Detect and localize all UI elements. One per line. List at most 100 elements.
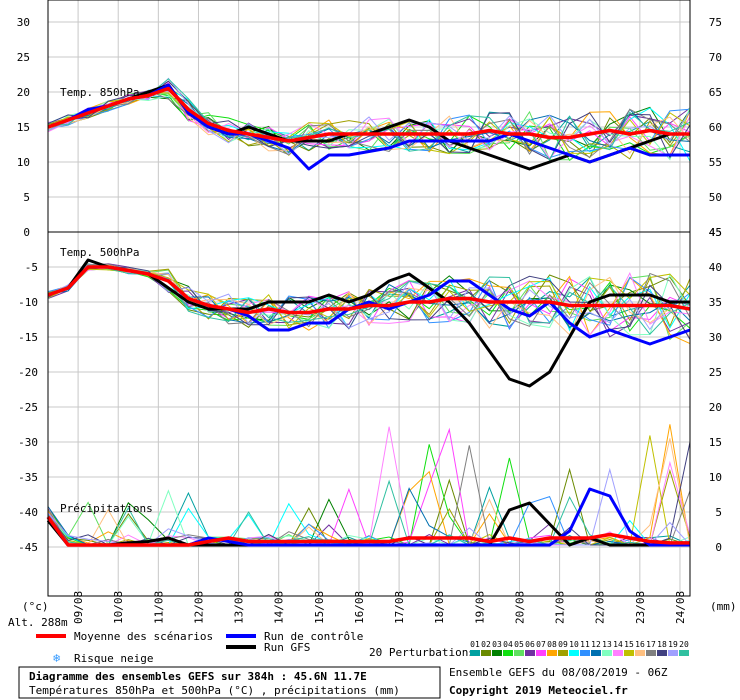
precip-right-tick: 5 [715,506,722,519]
perturbation-number-05: 05 [514,640,524,649]
perturbation-swatch-11 [580,650,590,656]
perturbation-number-16: 16 [635,640,645,649]
t500-panel-label: Temp. 500hPa [60,246,139,259]
precip-right-tick: 35 [709,296,722,309]
perturbation-swatch-19 [668,650,678,656]
t850-right-tick: 75 [709,16,722,29]
snow-icon: ❄ [53,651,60,665]
date-tick-label: 15/08 [313,591,326,624]
date-tick-label: 16/08 [353,591,366,624]
t500-left-tick: -20 [18,366,38,379]
perturbation-swatch-03 [492,650,502,656]
t850-left-tick: 10 [17,156,30,169]
perturbation-number-15: 15 [624,640,634,649]
perturbation-swatch-13 [602,650,612,656]
t500-left-tick: -5 [25,261,38,274]
perturbation-number-10: 10 [569,640,579,649]
legend-gfs-label: Run GFS [264,641,310,654]
t850-right-tick: 60 [709,121,722,134]
precip-right-tick: 0 [715,541,722,554]
legend-snow-label: Risque neige [74,652,153,665]
t850-right-tick: 45 [709,226,722,239]
footer-subtitle: Températures 850hPa et 500hPa (°C) , pré… [29,684,400,697]
precip-right-tick: 25 [709,366,722,379]
t850-right-tick: 50 [709,191,722,204]
date-tick-label: 22/08 [594,591,607,624]
perturbation-number-17: 17 [646,640,656,649]
perturbation-13-t850-line [47,95,691,161]
altitude-label: Alt. 288m [8,616,68,629]
precip-right-tick: 40 [709,261,722,274]
main-series-lines [46,83,691,547]
t850-left-tick: 25 [17,51,30,64]
perturbation-swatch-14 [613,650,623,656]
perturbation-number-07: 07 [536,640,546,649]
t500-left-tick: -30 [18,436,38,449]
perturbation-number-02: 02 [481,640,491,649]
date-tick-label: 10/08 [112,591,125,624]
perturbation-number-04: 04 [503,640,513,649]
perturbation-number-03: 03 [492,640,502,649]
perturbation-swatch-01 [470,650,480,656]
date-tick-label: 23/08 [634,591,647,624]
footer-copyright: Copyright 2019 Meteociel.fr [449,684,628,697]
t850-left-tick: 20 [17,86,30,99]
date-tick-label: 09/08 [72,591,85,624]
date-tick-label: 18/08 [433,591,446,624]
perturbation-swatch-05 [514,650,524,656]
date-tick-label: 17/08 [393,591,406,624]
t850-left-tick: 0 [23,226,30,239]
perturbation-swatch-10 [569,650,579,656]
perturbation-swatch-20 [679,650,689,656]
date-tick-label: 20/08 [513,591,526,624]
plot-frames [47,0,691,597]
date-tick-label: 21/08 [554,591,567,624]
perturbation-number-11: 11 [580,640,590,649]
perturbation-swatch-18 [657,650,667,656]
perturbation-swatch-16 [635,650,645,656]
perturbation-swatch-12 [591,650,601,656]
legend-control-label: Run de contrôle [264,630,363,643]
t500-left-tick: -45 [18,541,38,554]
legend-perturbations-label: 20 Perturbations [369,646,475,659]
footer-title-box [18,666,441,699]
t500-precip-frame [47,231,691,597]
t850-left-tick: 30 [17,16,30,29]
perturbation-swatch-07 [536,650,546,656]
date-tick-label: 19/08 [473,591,486,624]
precip-right-tick: 30 [709,331,722,344]
date-tick-label: 11/08 [152,591,165,624]
perturbation-number-08: 08 [547,640,557,649]
perturbation-swatch-08 [547,650,557,656]
legend-mean-label: Moyenne des scénarios [74,630,213,643]
perturbation-number-01: 01 [470,640,480,649]
perturbation-swatch-17 [646,650,656,656]
t500-left-tick: -10 [18,296,38,309]
precip-right-tick: 10 [709,471,722,484]
t850-right-tick: 65 [709,86,722,99]
t500-left-tick: -15 [18,331,38,344]
precip-panel-label: Précipitations [60,502,153,515]
t850-left-tick: 5 [23,191,30,204]
right-unit-label: (mm) [710,600,737,613]
t850-panel-label: Temp. 850hPa [60,86,139,99]
precip-right-tick: 20 [709,401,722,414]
footer-title: Diagramme des ensembles GEFS sur 384h : … [29,670,367,683]
left-unit-label: (°c) [22,600,49,613]
perturbation-number-06: 06 [525,640,535,649]
perturbation-1-t850-line [47,94,691,153]
perturbation-number-14: 14 [613,640,623,649]
date-tick-label: 13/08 [233,591,246,624]
t850-right-tick: 55 [709,156,722,169]
perturbation-swatch-06 [525,650,535,656]
mean-precip-line [46,515,690,547]
perturbation-number-09: 09 [558,640,568,649]
axis-ticks: 30252015105075706560555045-5-10-15-20-25… [17,16,722,624]
date-tick-label: 24/08 [674,591,687,624]
perturbation-number-19: 19 [668,640,678,649]
perturbation-swatch-09 [558,650,568,656]
perturbation-number-12: 12 [591,640,601,649]
gfs-t500-line [47,258,690,388]
precip-right-tick: 45 [709,226,722,239]
